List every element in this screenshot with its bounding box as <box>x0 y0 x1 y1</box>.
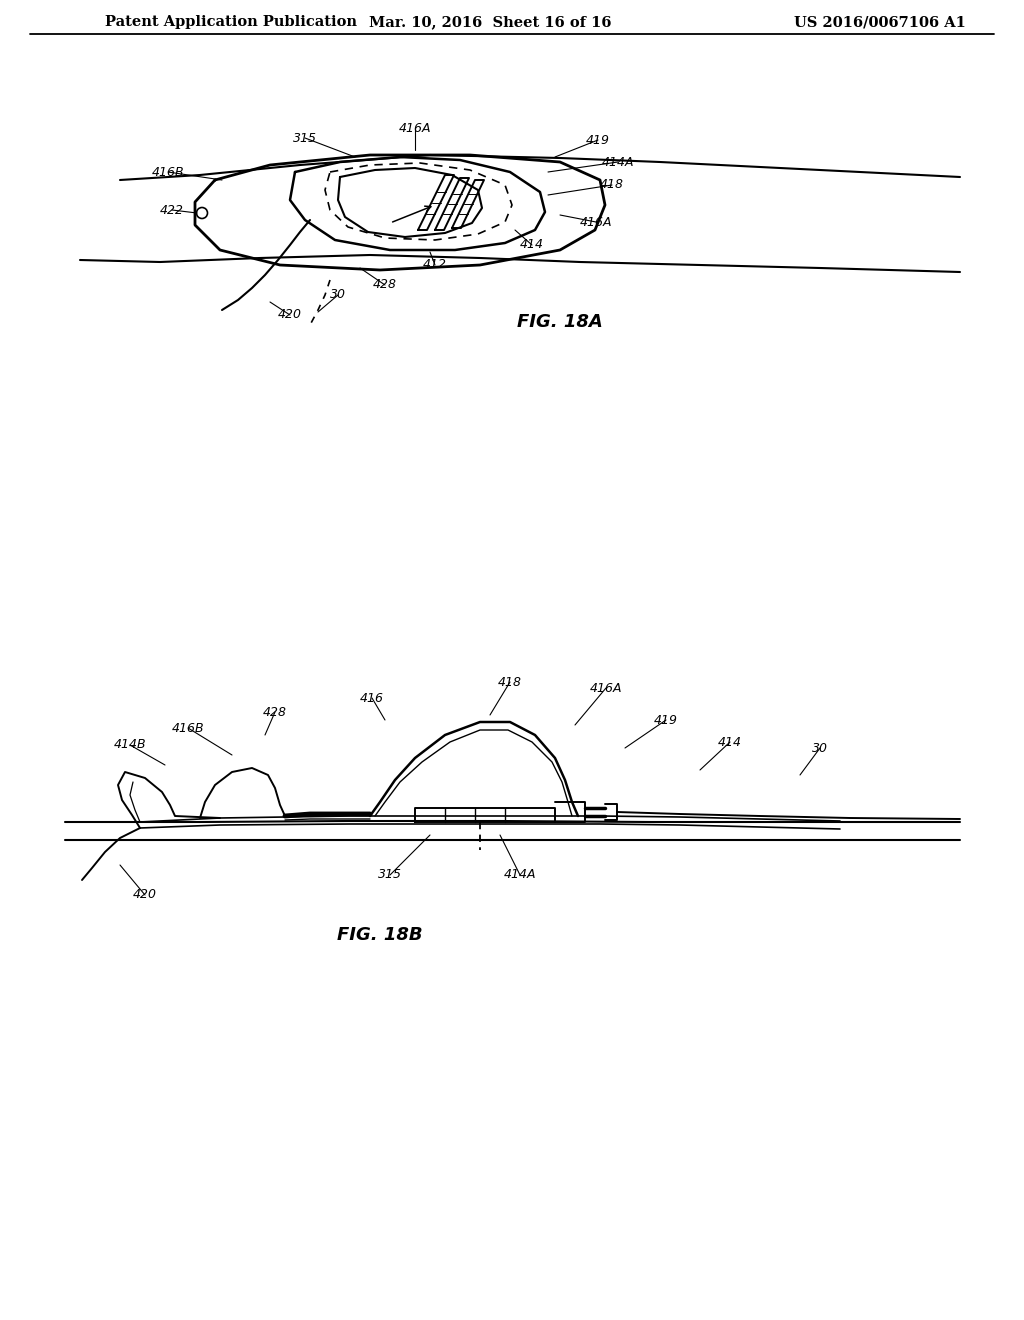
Text: 418: 418 <box>600 178 624 191</box>
Text: 416B: 416B <box>152 165 184 178</box>
Text: 30: 30 <box>330 289 346 301</box>
Text: 414: 414 <box>718 735 742 748</box>
Text: US 2016/0067106 A1: US 2016/0067106 A1 <box>794 15 966 29</box>
Text: 416A: 416A <box>398 121 431 135</box>
Text: 414: 414 <box>520 239 544 252</box>
Text: 315: 315 <box>378 869 402 882</box>
Text: Mar. 10, 2016  Sheet 16 of 16: Mar. 10, 2016 Sheet 16 of 16 <box>369 15 611 29</box>
Text: 428: 428 <box>373 279 397 292</box>
Text: 420: 420 <box>278 309 302 322</box>
Text: 416B: 416B <box>172 722 205 734</box>
Text: 30: 30 <box>812 742 828 755</box>
Text: 414B: 414B <box>114 738 146 751</box>
Text: 414A: 414A <box>602 156 634 169</box>
Text: 416: 416 <box>360 692 384 705</box>
Text: 419: 419 <box>586 133 610 147</box>
Text: 422: 422 <box>160 203 184 216</box>
Text: 420: 420 <box>133 888 157 902</box>
Text: FIG. 18A: FIG. 18A <box>517 313 603 331</box>
Text: 416A: 416A <box>590 681 623 694</box>
Text: 416A: 416A <box>580 215 612 228</box>
Text: 419: 419 <box>654 714 678 726</box>
Text: 414A: 414A <box>504 869 537 882</box>
Text: FIG. 18B: FIG. 18B <box>337 927 423 944</box>
Text: 418: 418 <box>498 676 522 689</box>
Text: 412: 412 <box>423 259 447 272</box>
Text: Patent Application Publication: Patent Application Publication <box>105 15 357 29</box>
Text: 315: 315 <box>293 132 317 144</box>
Text: 428: 428 <box>263 705 287 718</box>
